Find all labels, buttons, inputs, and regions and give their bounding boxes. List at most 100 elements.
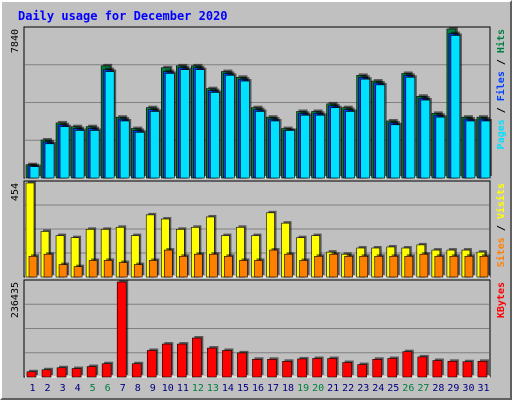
bar-kbytes-day-6 <box>101 361 114 378</box>
legend-part: / <box>496 219 507 237</box>
bar-sites-day-6-face <box>103 260 113 278</box>
bar-sites-day-22-face <box>344 255 353 278</box>
bar-sites-day-25 <box>389 254 400 278</box>
bar-pages-day-5-face <box>89 130 100 179</box>
bar-pages-day-27 <box>420 98 432 179</box>
bar-kbytes-day-15 <box>237 350 249 378</box>
x-tick-label: 23 <box>357 383 369 394</box>
bar-sites-day-21-face <box>329 253 338 278</box>
bar-pages-day-23-face <box>360 78 371 179</box>
bar-kbytes-day-15-face <box>237 352 247 378</box>
legend-part: Pages <box>496 119 507 149</box>
bar-kbytes-day-11 <box>177 342 189 378</box>
bar-kbytes-day-12 <box>192 336 204 378</box>
bar-sites-day-5-face <box>88 260 98 278</box>
x-tick-label: 29 <box>447 383 459 394</box>
bar-kbytes-day-13-face <box>207 347 217 378</box>
bar-sites-day-26-face <box>404 255 414 278</box>
bar-kbytes-day-31-face <box>477 361 488 378</box>
bar-kbytes-day-31 <box>477 359 489 378</box>
bar-pages-day-29 <box>450 33 462 179</box>
x-tick-label: 19 <box>297 383 309 394</box>
bar-kbytes-day-4-face <box>71 368 82 378</box>
bar-sites-day-24-face <box>374 255 384 278</box>
bar-kbytes-day-22-face <box>342 362 352 378</box>
bar-pages-day-9 <box>149 109 162 179</box>
x-tick-label: 9 <box>150 383 156 394</box>
bar-kbytes-day-27-face <box>417 356 428 378</box>
bar-sites-day-31 <box>479 254 490 278</box>
bar-sites-day-7-face <box>118 262 128 278</box>
bar-pages-day-5 <box>89 128 102 179</box>
bar-sites-day-19-face <box>299 260 308 278</box>
bar-pages-day-21 <box>330 105 342 179</box>
bar-sites-day-19 <box>299 258 310 278</box>
x-tick-label: 31 <box>477 383 489 394</box>
bar-sites-day-1-face <box>28 255 38 278</box>
x-tick-label: 25 <box>387 383 399 394</box>
bar-sites-day-20 <box>314 254 325 278</box>
bar-sites-day-26 <box>404 254 415 278</box>
x-tick-label: 17 <box>267 383 279 394</box>
bar-kbytes-day-30 <box>462 359 474 378</box>
bar-kbytes-day-8-face <box>131 363 142 378</box>
bar-pages-day-21-face <box>330 107 340 179</box>
bar-sites-day-5 <box>88 258 100 278</box>
bar-sites-day-1 <box>28 254 39 278</box>
x-axis-labels: 1 2 3 4 5 6 7 8 9 10 11 12 13 14 15 16 17 18 19 20 21 22 23 24 2… <box>30 383 490 394</box>
legend-part: KBytes <box>496 282 507 318</box>
legend-part: / <box>496 101 507 119</box>
x-tick-label: 20 <box>312 383 324 394</box>
panel-hits-files-pages: 7840 Pages / Files / Hits <box>10 26 507 179</box>
bar-kbytes-day-25 <box>387 356 399 378</box>
bar-kbytes-day-1-face <box>26 371 37 378</box>
legend-label: Sites / Visits <box>495 183 507 267</box>
bar-pages-day-1 <box>29 164 41 179</box>
bar-kbytes-day-26-face <box>402 351 413 378</box>
x-tick-label: 5 <box>90 383 96 394</box>
bar-sites-day-4-face <box>73 266 83 278</box>
bar-pages-day-28-face <box>435 116 446 179</box>
bar-pages-day-24-face <box>375 84 386 179</box>
x-tick-label: 21 <box>327 383 339 394</box>
bar-kbytes-day-3-face <box>56 367 67 378</box>
x-tick-label: 26 <box>402 383 414 394</box>
chart-panels: 7840 Pages / Files / Hits 454 Sites / Visit… <box>10 26 507 378</box>
bar-kbytes-day-5-face <box>86 366 97 378</box>
bar-sites-day-3 <box>58 262 70 278</box>
bar-pages-day-7 <box>119 118 132 179</box>
bar-kbytes-day-2-face <box>41 369 52 378</box>
bar-kbytes-day-17-face <box>267 359 277 378</box>
bar-pages-day-6 <box>104 69 117 179</box>
x-tick-label: 22 <box>342 383 354 394</box>
bar-kbytes-day-1 <box>26 369 38 378</box>
bar-sites-day-27 <box>419 252 430 278</box>
bar-pages-day-16 <box>255 109 267 179</box>
x-tick-label: 13 <box>207 383 219 394</box>
bar-kbytes-day-18-face <box>282 361 292 378</box>
bar-pages-day-29-face <box>450 35 461 179</box>
bar-kbytes-day-28 <box>432 358 444 378</box>
bar-kbytes-day-24-face <box>372 359 383 378</box>
bar-sites-day-12 <box>194 252 205 278</box>
bar-sites-day-18 <box>284 252 295 278</box>
bar-pages-day-22 <box>345 109 357 179</box>
legend-part: Visits <box>495 183 507 219</box>
bar-pages-day-23 <box>360 77 372 179</box>
bar-kbytes-day-14-face <box>222 350 232 378</box>
y-axis-max-label: 7840 <box>10 29 21 53</box>
bar-pages-day-20 <box>315 113 327 179</box>
panel-kbytes: 236435 KBytes <box>10 279 507 378</box>
bar-sites-day-17 <box>269 248 280 278</box>
bar-kbytes-day-9-face <box>146 350 157 378</box>
bar-kbytes-day-9 <box>146 348 159 378</box>
bar-pages-day-10 <box>164 71 177 179</box>
bar-sites-day-28-face <box>434 255 444 278</box>
bar-pages-day-11-face <box>180 69 190 179</box>
x-tick-label: 6 <box>105 383 111 394</box>
bar-kbytes-day-29 <box>447 359 459 378</box>
x-tick-label: 7 <box>120 383 126 394</box>
bar-kbytes-day-19 <box>297 356 309 378</box>
bar-pages-day-13-face <box>210 92 220 179</box>
